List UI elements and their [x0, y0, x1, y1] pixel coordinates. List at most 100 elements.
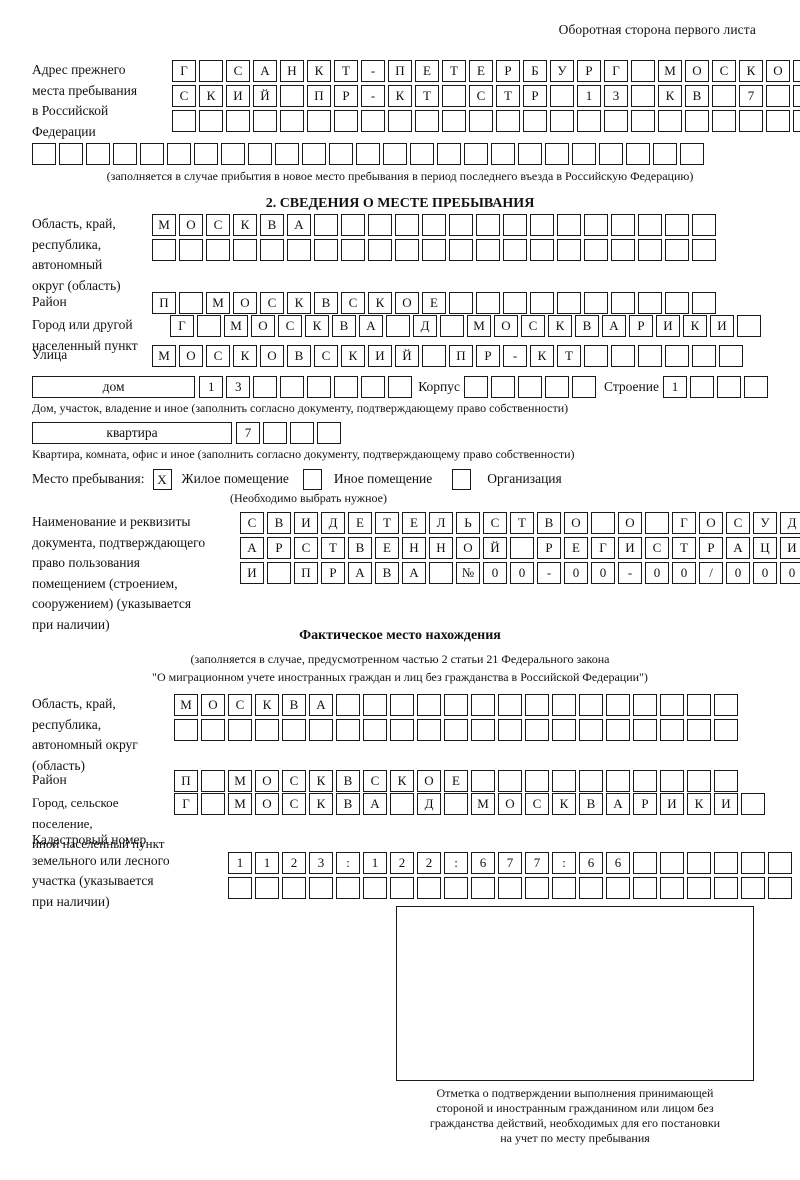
char-cell[interactable]: 6 [471, 852, 495, 874]
char-cell[interactable] [368, 214, 392, 236]
char-cell[interactable]: К [388, 85, 412, 107]
char-cell[interactable]: О [685, 60, 709, 82]
char-cell[interactable]: К [341, 345, 365, 367]
stamp-box[interactable] [396, 906, 754, 1081]
char-row[interactable] [174, 719, 738, 741]
char-cell[interactable] [714, 770, 738, 792]
char-cell[interactable]: - [503, 345, 527, 367]
char-cell[interactable] [545, 143, 569, 165]
char-cell[interactable] [714, 852, 738, 874]
char-cell[interactable]: Г [174, 793, 198, 815]
char-cell[interactable] [687, 694, 711, 716]
char-cell[interactable]: Т [672, 537, 696, 559]
char-cell[interactable] [314, 239, 338, 261]
char-cell[interactable]: О [498, 793, 522, 815]
char-cell[interactable] [744, 376, 768, 398]
char-cell[interactable]: А [606, 793, 630, 815]
char-cell[interactable]: К [552, 793, 576, 815]
char-cell[interactable] [503, 214, 527, 236]
char-cell[interactable] [611, 239, 635, 261]
char-cell[interactable] [280, 85, 304, 107]
char-cell[interactable]: 0 [672, 562, 696, 584]
char-cell[interactable]: О [251, 315, 275, 337]
char-cell[interactable]: А [287, 214, 311, 236]
char-cell[interactable] [525, 770, 549, 792]
char-cell[interactable]: М [206, 292, 230, 314]
char-cell[interactable] [248, 143, 272, 165]
char-cell[interactable] [334, 376, 359, 398]
char-cell[interactable] [476, 239, 500, 261]
char-cell[interactable] [660, 877, 684, 899]
char-cell[interactable] [665, 292, 689, 314]
char-cell[interactable]: Р [267, 537, 291, 559]
char-cell[interactable] [388, 110, 412, 132]
char-cell[interactable] [525, 877, 549, 899]
char-cell[interactable]: 1 [228, 852, 252, 874]
char-cell[interactable]: О [766, 60, 790, 82]
char-cell[interactable]: Й [253, 85, 277, 107]
char-cell[interactable] [714, 694, 738, 716]
char-cell[interactable] [336, 719, 360, 741]
char-cell[interactable]: 0 [726, 562, 750, 584]
char-cell[interactable] [280, 376, 305, 398]
char-cell[interactable] [442, 85, 466, 107]
char-cell[interactable]: 6 [579, 852, 603, 874]
char-cell[interactable] [496, 110, 520, 132]
char-cell[interactable]: Й [395, 345, 419, 367]
char-cell[interactable]: К [548, 315, 572, 337]
char-cell[interactable] [444, 877, 468, 899]
char-cell[interactable] [584, 214, 608, 236]
char-cell[interactable]: А [602, 315, 626, 337]
char-cell[interactable] [336, 694, 360, 716]
char-cell[interactable] [113, 143, 137, 165]
char-cell[interactable]: А [363, 793, 387, 815]
char-cell[interactable] [341, 214, 365, 236]
char-cell[interactable] [768, 877, 792, 899]
char-cell[interactable]: А [348, 562, 372, 584]
char-cell[interactable]: Т [321, 537, 345, 559]
char-cell[interactable]: - [537, 562, 561, 584]
char-cell[interactable]: И [240, 562, 264, 584]
char-cell[interactable] [591, 512, 615, 534]
char-cell[interactable]: С [206, 345, 230, 367]
char-cell[interactable] [530, 239, 554, 261]
char-cell[interactable]: К [307, 60, 331, 82]
char-cell[interactable]: Д [780, 512, 800, 534]
char-cell[interactable]: Н [429, 537, 453, 559]
char-cell[interactable]: Г [604, 60, 628, 82]
char-cell[interactable] [741, 877, 765, 899]
char-cell[interactable] [498, 719, 522, 741]
char-cell[interactable]: С [314, 345, 338, 367]
char-cell[interactable]: 7 [498, 852, 522, 874]
char-cell[interactable] [525, 719, 549, 741]
char-cell[interactable] [545, 376, 569, 398]
char-cell[interactable]: 0 [483, 562, 507, 584]
char-cell[interactable] [201, 719, 225, 741]
char-cell[interactable]: И [618, 537, 642, 559]
char-cell[interactable] [444, 719, 468, 741]
char-cell[interactable] [422, 239, 446, 261]
char-cell[interactable] [422, 345, 446, 367]
char-cell[interactable] [633, 719, 657, 741]
char-cell[interactable] [690, 376, 714, 398]
char-cell[interactable] [793, 110, 800, 132]
char-cell[interactable] [579, 719, 603, 741]
char-cell[interactable] [280, 110, 304, 132]
flat-cells[interactable]: 7 [236, 422, 341, 444]
char-cell[interactable] [314, 214, 338, 236]
char-cell[interactable] [334, 110, 358, 132]
char-cell[interactable] [766, 85, 790, 107]
char-cell[interactable]: С [228, 694, 252, 716]
char-cell[interactable] [179, 239, 203, 261]
char-cell[interactable]: 0 [564, 562, 588, 584]
char-cell[interactable] [611, 345, 635, 367]
char-cell[interactable]: 0 [780, 562, 800, 584]
char-cell[interactable] [503, 292, 527, 314]
char-cell[interactable] [307, 110, 331, 132]
char-cell[interactable] [471, 877, 495, 899]
korpus-cells[interactable] [464, 376, 596, 398]
char-cell[interactable] [471, 719, 495, 741]
char-cell[interactable]: 0 [645, 562, 669, 584]
